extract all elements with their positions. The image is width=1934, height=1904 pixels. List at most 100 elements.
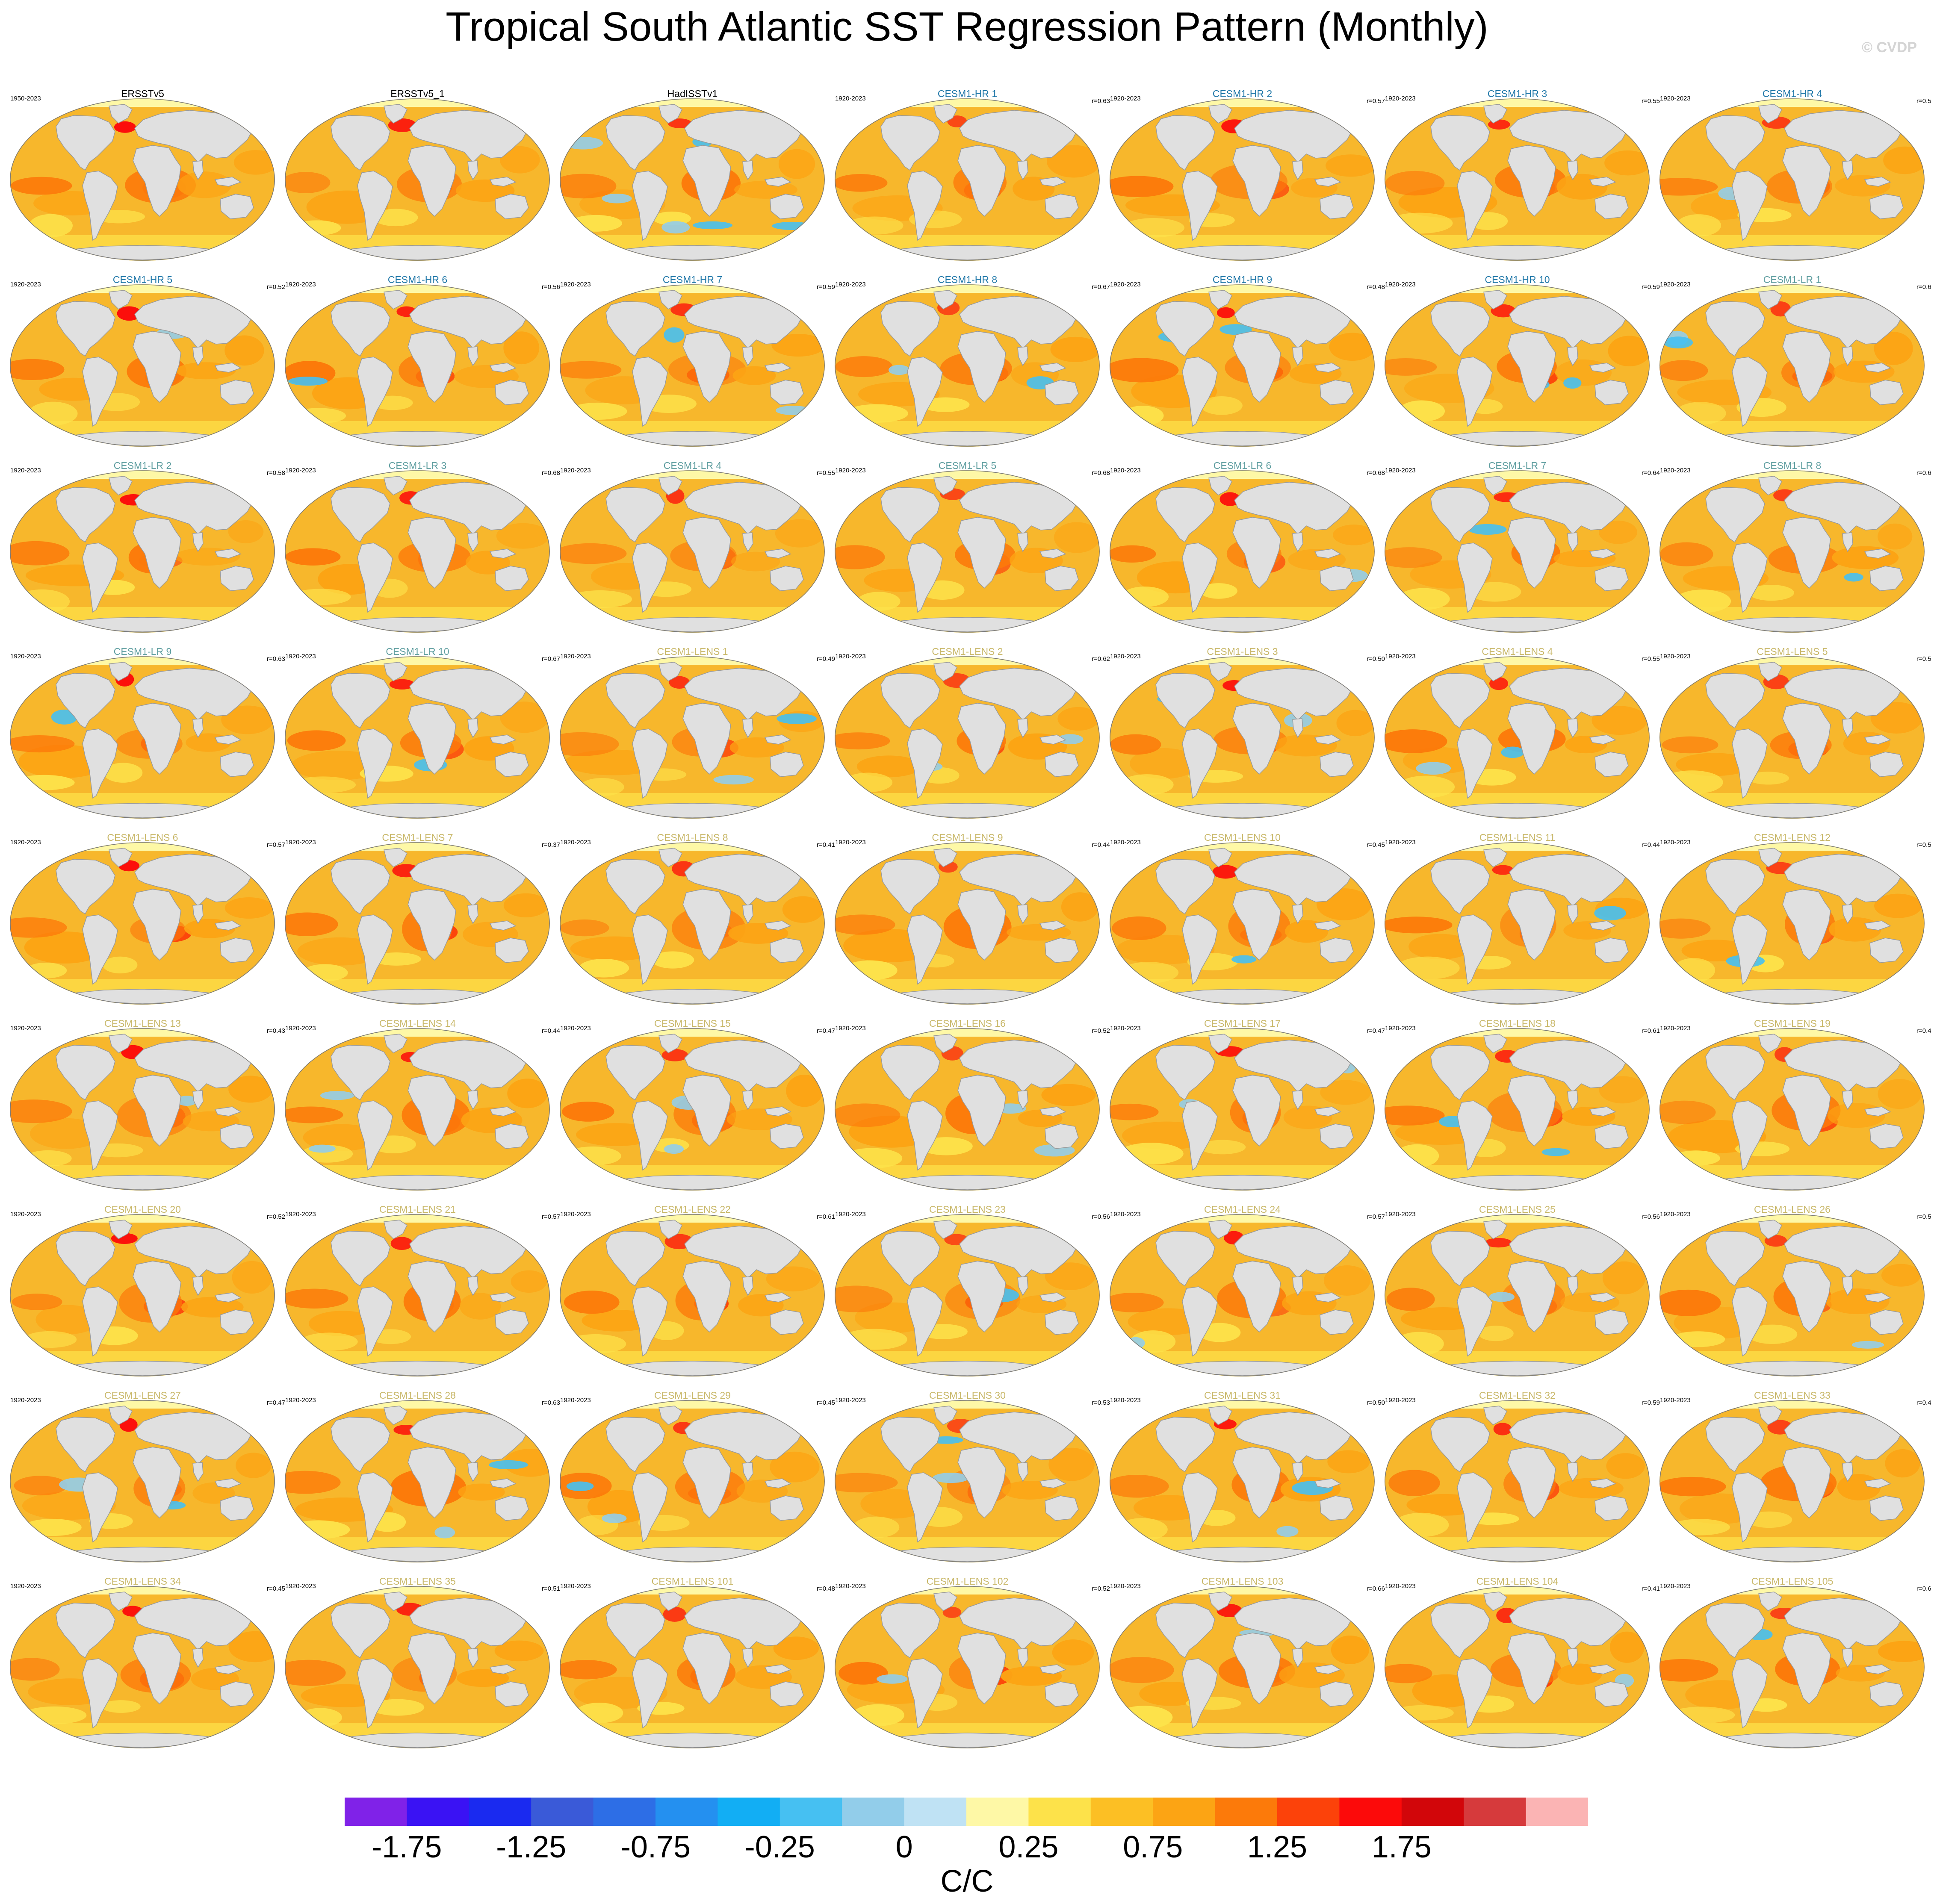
colorbar-tick-label: -0.75 <box>620 1830 691 1864</box>
panel-period: 1920-2023 <box>10 467 41 474</box>
sst-anomaly-region <box>494 1640 544 1662</box>
land-indonesia <box>1864 1292 1891 1303</box>
sst-anomaly-region <box>846 216 904 235</box>
land-north-america <box>1430 115 1490 171</box>
land-north-america <box>1155 487 1215 543</box>
map-outline <box>1110 1586 1375 1748</box>
panel-title: CESM1-LENS 6 <box>107 832 178 843</box>
land-south-america <box>1182 357 1218 427</box>
land-australia <box>1869 1309 1904 1335</box>
land-south-america <box>907 1472 943 1543</box>
land-india <box>1842 904 1853 924</box>
land-south-america <box>1182 1286 1218 1357</box>
land-africa <box>1232 703 1281 775</box>
map-panel: CESM1-LENS 105 1920-2023 r=0.6 <box>1655 1576 1931 1763</box>
land-eurasia <box>684 1412 804 1465</box>
sst-anomaly-region <box>567 590 632 608</box>
land-eurasia <box>959 110 1079 163</box>
world-map <box>1110 1028 1375 1191</box>
panel-pattern-correlation: r=0.45 <box>817 1399 835 1406</box>
arctic-band <box>1659 284 1925 293</box>
land-australia <box>1594 937 1629 963</box>
map-panel: CESM1-LENS 17 1920-2023 r=0.47 <box>1105 1018 1385 1205</box>
land-eurasia <box>409 1412 529 1465</box>
world-map <box>10 656 275 819</box>
map-panel: CESM1-LENS 32 1920-2023 r=0.59 <box>1380 1390 1660 1577</box>
land-antarctica <box>343 803 491 818</box>
panel-title: CESM1-LENS 103 <box>1201 1576 1284 1587</box>
land-africa <box>1507 1447 1556 1519</box>
land-north-america <box>1155 673 1215 729</box>
panel-period: 1950-2023 <box>10 95 41 102</box>
land-indonesia <box>214 548 242 559</box>
land-indonesia <box>1314 363 1341 373</box>
land-australia <box>220 1123 254 1149</box>
land-africa <box>682 517 731 589</box>
panel-title: ERSSTv5_1 <box>390 88 445 99</box>
land-india <box>1567 718 1578 738</box>
land-south-america <box>1732 171 1768 241</box>
panel-period: 1920-2023 <box>1660 839 1691 846</box>
panel-pattern-correlation: r=0.41 <box>1642 1585 1660 1592</box>
land-eurasia <box>1509 482 1629 535</box>
land-indonesia <box>764 363 791 373</box>
land-antarctica <box>68 989 216 1004</box>
sst-anomaly-region <box>29 214 73 238</box>
map-panel: CESM1-LENS 26 1920-2023 r=0.5 <box>1655 1204 1931 1391</box>
land-greenland <box>1483 1406 1507 1425</box>
panel-title: CESM1-LENS 105 <box>1751 1576 1834 1587</box>
sst-anomaly-region <box>773 1636 819 1660</box>
land-south-america <box>82 914 118 985</box>
land-south-america <box>1457 1472 1493 1543</box>
arctic-band <box>1110 284 1375 293</box>
sst-anomaly-region <box>835 732 890 750</box>
land-south-america <box>1182 914 1218 985</box>
map-panel: CESM1-LR 1 1920-2023 r=0.6 <box>1655 274 1931 461</box>
panel-pattern-correlation: r=0.49 <box>817 655 835 663</box>
land-australia <box>1045 566 1079 591</box>
panel-period: 1920-2023 <box>560 1583 591 1590</box>
land-south-america <box>357 728 393 799</box>
colorbar-swatch <box>469 1798 531 1826</box>
land-south-america <box>632 728 668 799</box>
land-indonesia <box>1314 177 1341 187</box>
land-australia <box>770 1495 804 1521</box>
land-india <box>742 718 753 738</box>
land-greenland <box>109 1034 133 1053</box>
panel-pattern-correlation: r=0.64 <box>1642 469 1660 477</box>
land-africa <box>407 1261 456 1333</box>
panel-title: CESM1-LENS 22 <box>654 1204 731 1215</box>
land-south-america <box>357 357 393 427</box>
sst-cool-region <box>1276 1526 1299 1537</box>
panel-pattern-correlation: r=0.4 <box>1916 1399 1931 1406</box>
land-greenland <box>1483 290 1507 309</box>
land-eurasia <box>1509 1597 1629 1651</box>
land-greenland <box>933 1592 957 1611</box>
panel-pattern-correlation: r=0.44 <box>1092 841 1110 849</box>
sst-cool-region <box>1594 906 1626 921</box>
sst-anomaly-region <box>1110 1657 1174 1683</box>
sst-anomaly-region <box>1323 1265 1370 1296</box>
map-panel: CESM1-LENS 15 1920-2023 r=0.47 <box>555 1018 835 1205</box>
world-map <box>1385 1586 1650 1748</box>
land-india <box>1567 532 1578 552</box>
sst-anomaly-region <box>1885 1449 1920 1478</box>
land-india <box>1567 1090 1578 1110</box>
land-south-america <box>1457 1286 1493 1357</box>
land-antarctica <box>68 245 216 260</box>
sst-anomaly-region <box>1396 956 1460 980</box>
panel-pattern-correlation: r=0.61 <box>1642 1027 1660 1035</box>
world-map <box>10 842 275 1005</box>
land-greenland <box>384 290 407 309</box>
land-north-america <box>331 301 390 357</box>
world-map <box>1385 1028 1650 1191</box>
land-north-america <box>880 1603 940 1659</box>
sst-anomaly-region <box>1832 546 1899 569</box>
world-map <box>1659 842 1925 1005</box>
land-greenland <box>384 1592 407 1611</box>
panel-title: CESM1-LENS 1 <box>657 646 728 657</box>
map-outline <box>285 1028 550 1191</box>
land-australia <box>1594 1495 1629 1521</box>
land-africa <box>407 1447 456 1519</box>
sst-anomaly-region <box>236 1453 272 1478</box>
